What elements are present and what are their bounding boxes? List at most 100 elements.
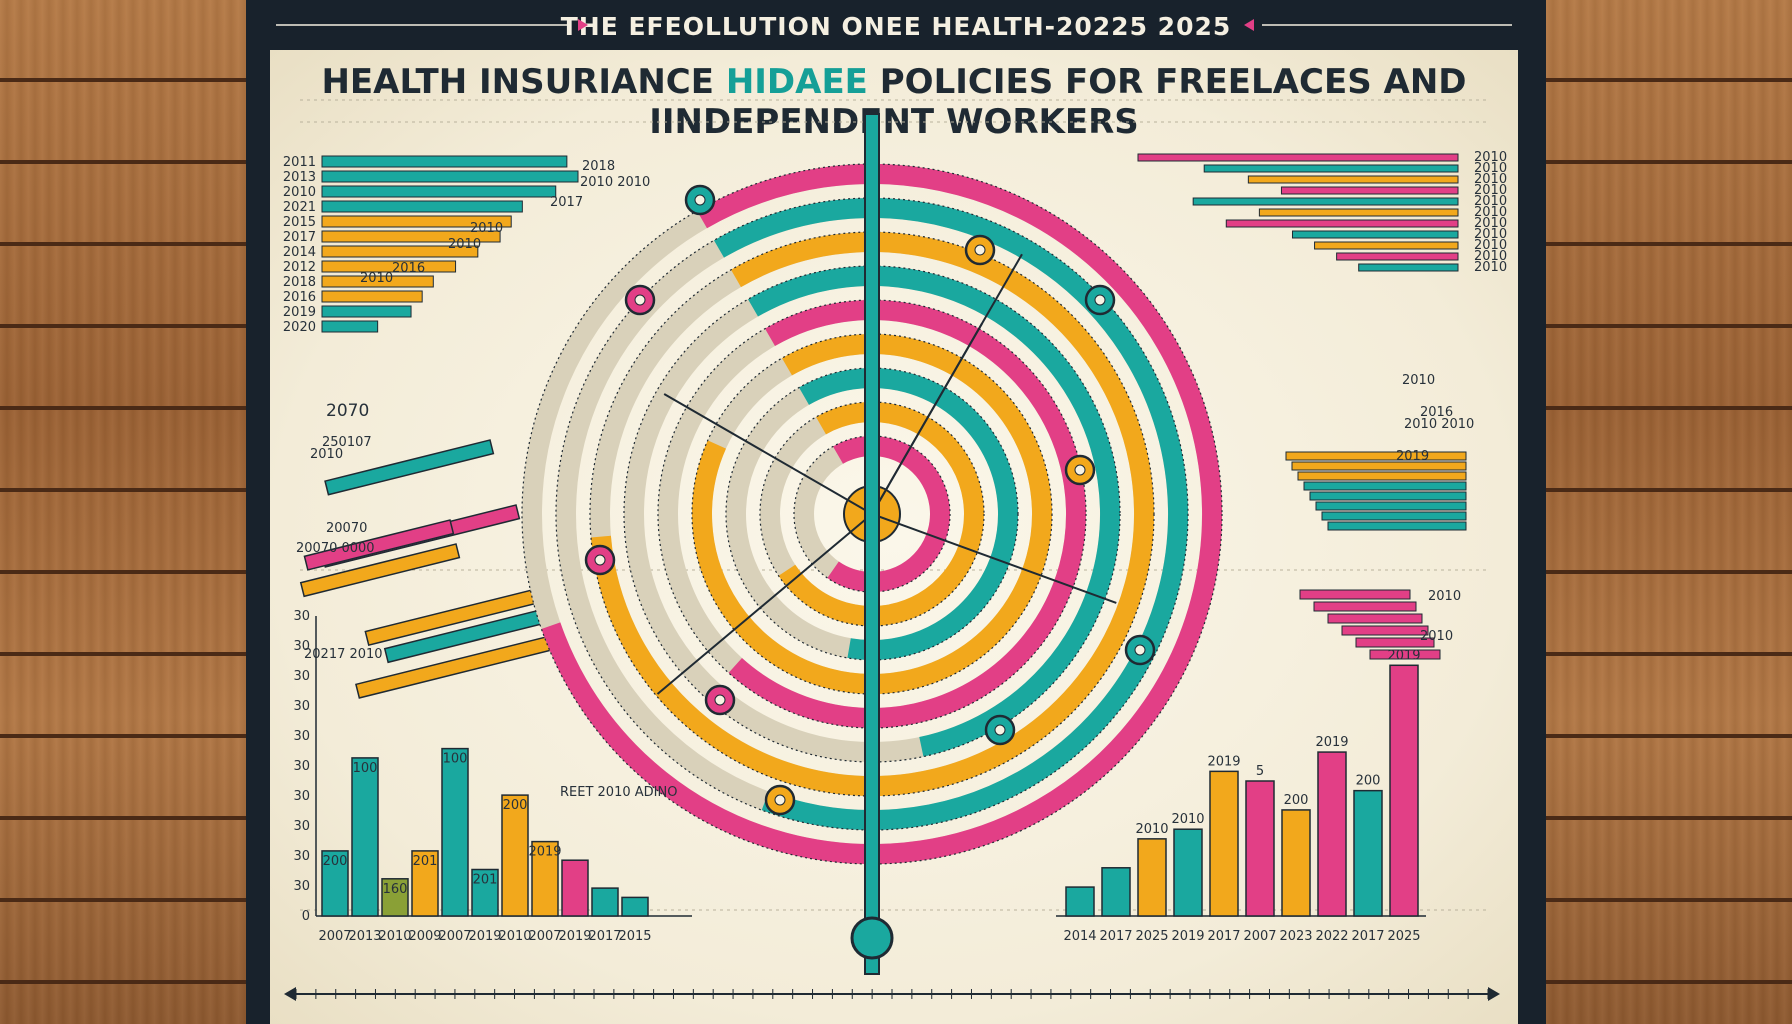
radial-pole-base [850,916,894,960]
top-left-bar [321,215,512,228]
top-left-bar [321,230,501,243]
bottom-right-bar-label: 2019 [1315,735,1348,750]
bottom-right-x-tick: 2017 [1099,929,1132,944]
radial-ring [726,368,1018,660]
bottom-left-bar [561,859,589,917]
radial-ring [556,198,1188,830]
radial-node-core [994,724,1006,736]
bottom-left-bar-label: 201 [473,873,498,888]
radial-ring-outline [623,265,1121,763]
bottom-left-x-tick: 2017 [588,929,621,944]
top-left-bar [321,170,579,183]
radial-node-core [974,244,986,256]
bottom-left-y-tick: 30 [293,759,310,774]
top-right-bar [1336,252,1459,261]
bottom-left-x-tick: 2009 [408,929,441,944]
middle-right-bar [1321,511,1467,521]
middle-left-annotation: 20217 2010 [304,647,383,662]
bottom-left-x-tick: 2010 [378,929,411,944]
bottom-left-bar [531,840,559,917]
top-left-bar [321,260,457,273]
middle-right-pink-bar [1313,601,1417,612]
top-right-bar [1192,197,1459,206]
heading-part-1: HEALTH INSURIANCE [321,62,726,102]
radial-ring [590,232,1154,796]
bottom-left-bar [591,887,619,917]
bottom-left-y-tick: 30 [293,699,310,714]
radial-node-core [1134,644,1146,656]
bottom-left-x-tick: 2007 [318,929,351,944]
top-left-annotation: 2010 [360,271,393,286]
bottom-right-bar [1245,780,1275,917]
middle-right-annotation: 2019 [1396,449,1429,464]
bottom-right-x-tick: 2025 [1387,929,1420,944]
timeline-arrow-right [1488,987,1500,1001]
middle-left-annotation: 250107 [322,435,372,450]
bottom-left-y-tick: 30 [293,849,310,864]
top-left-annotation: 2010 [448,237,481,252]
middle-right-pink-bar [1355,637,1435,648]
bottom-left-x-tick: 2007 [438,929,471,944]
top-left-bar [321,185,557,198]
bottom-right-bar-label: 200 [1356,774,1381,789]
radial-ring-outline [725,367,1019,661]
bottom-left-bar [471,868,499,917]
top-left-tick-label: 2013 [283,170,316,185]
top-left-tick-label: 2015 [283,215,316,230]
top-right-bar [1137,153,1459,162]
bottom-left-x-tick: 2013 [348,929,381,944]
middle-right-bar [1285,451,1467,461]
radial-ring [522,163,1222,864]
middle-right-bar [1309,491,1467,501]
bottom-right-x-tick: 2014 [1063,929,1096,944]
bottom-right-bar-label: 200 [1284,793,1309,808]
timeline-arrow-left [284,987,296,1001]
middle-left-annotation: 20070 0000 [296,541,375,556]
bottom-left-bar [321,850,349,917]
radial-spoke [663,393,873,515]
radial-node-core [714,694,726,706]
top-left-tick-label: 2020 [283,320,316,335]
middle-right-pink-bar [1341,625,1429,636]
bottom-left-y-tick: 30 [293,879,310,894]
bottom-right-bar [1065,886,1095,917]
bottom-right-bar [1209,770,1239,917]
middle-right-bar [1327,521,1467,531]
top-right-bar [1247,175,1459,184]
middle-right-annotation: 2016 [1420,405,1453,420]
radial-ring-outline [521,163,1223,865]
bottom-left-x-tick: 2007 [528,929,561,944]
bottom-left-x-tick: 2019 [468,929,501,944]
middle-right-annotation: 2010 [1402,373,1435,388]
radial-node-core [594,554,606,566]
bottom-left-bar-label: 100 [353,761,378,776]
bottom-right-bar [1101,867,1131,917]
bottom-left-bar-label: 100 [443,752,468,767]
bottom-left-y-tick: 30 [293,669,310,684]
radial-ring-outline [589,231,1155,797]
top-left-tick-label: 2018 [283,275,316,290]
top-right-bar [1225,219,1459,228]
bottom-left-bar [381,878,409,917]
middle-right-annotation: 2010 2010 [1404,417,1474,432]
bottom-right-x-tick: 2017 [1351,929,1384,944]
chart-top-left: 2011201320102021201520172014201220182016… [283,155,650,335]
middle-right-bar [1303,481,1467,491]
top-right-bar [1291,230,1459,239]
top-title: THE EFEOLLUTION ONEE HEALTH-20225 2025 [560,12,1232,41]
bottom-left-y-tick: 30 [293,789,310,804]
bottom-left-y-tick: 30 [293,639,310,654]
top-right-bar [1258,208,1459,217]
timeline [284,987,1500,1001]
bottom-right-bar-label: 2010 [1171,812,1204,827]
bottom-left-bar-label: 200 [503,798,528,813]
top-left-tick-label: 2010 [283,185,316,200]
bottom-left-bar [351,757,379,917]
top-right-tick-label: 2010 [1474,183,1507,198]
top-left-tick-label: 2012 [283,260,316,275]
top-right-tick-label: 2010 [1474,150,1507,165]
bottom-left-bar-label: 200 [323,854,348,869]
bottom-right-bar [1281,809,1311,917]
middle-right-pink-bar [1299,589,1411,600]
